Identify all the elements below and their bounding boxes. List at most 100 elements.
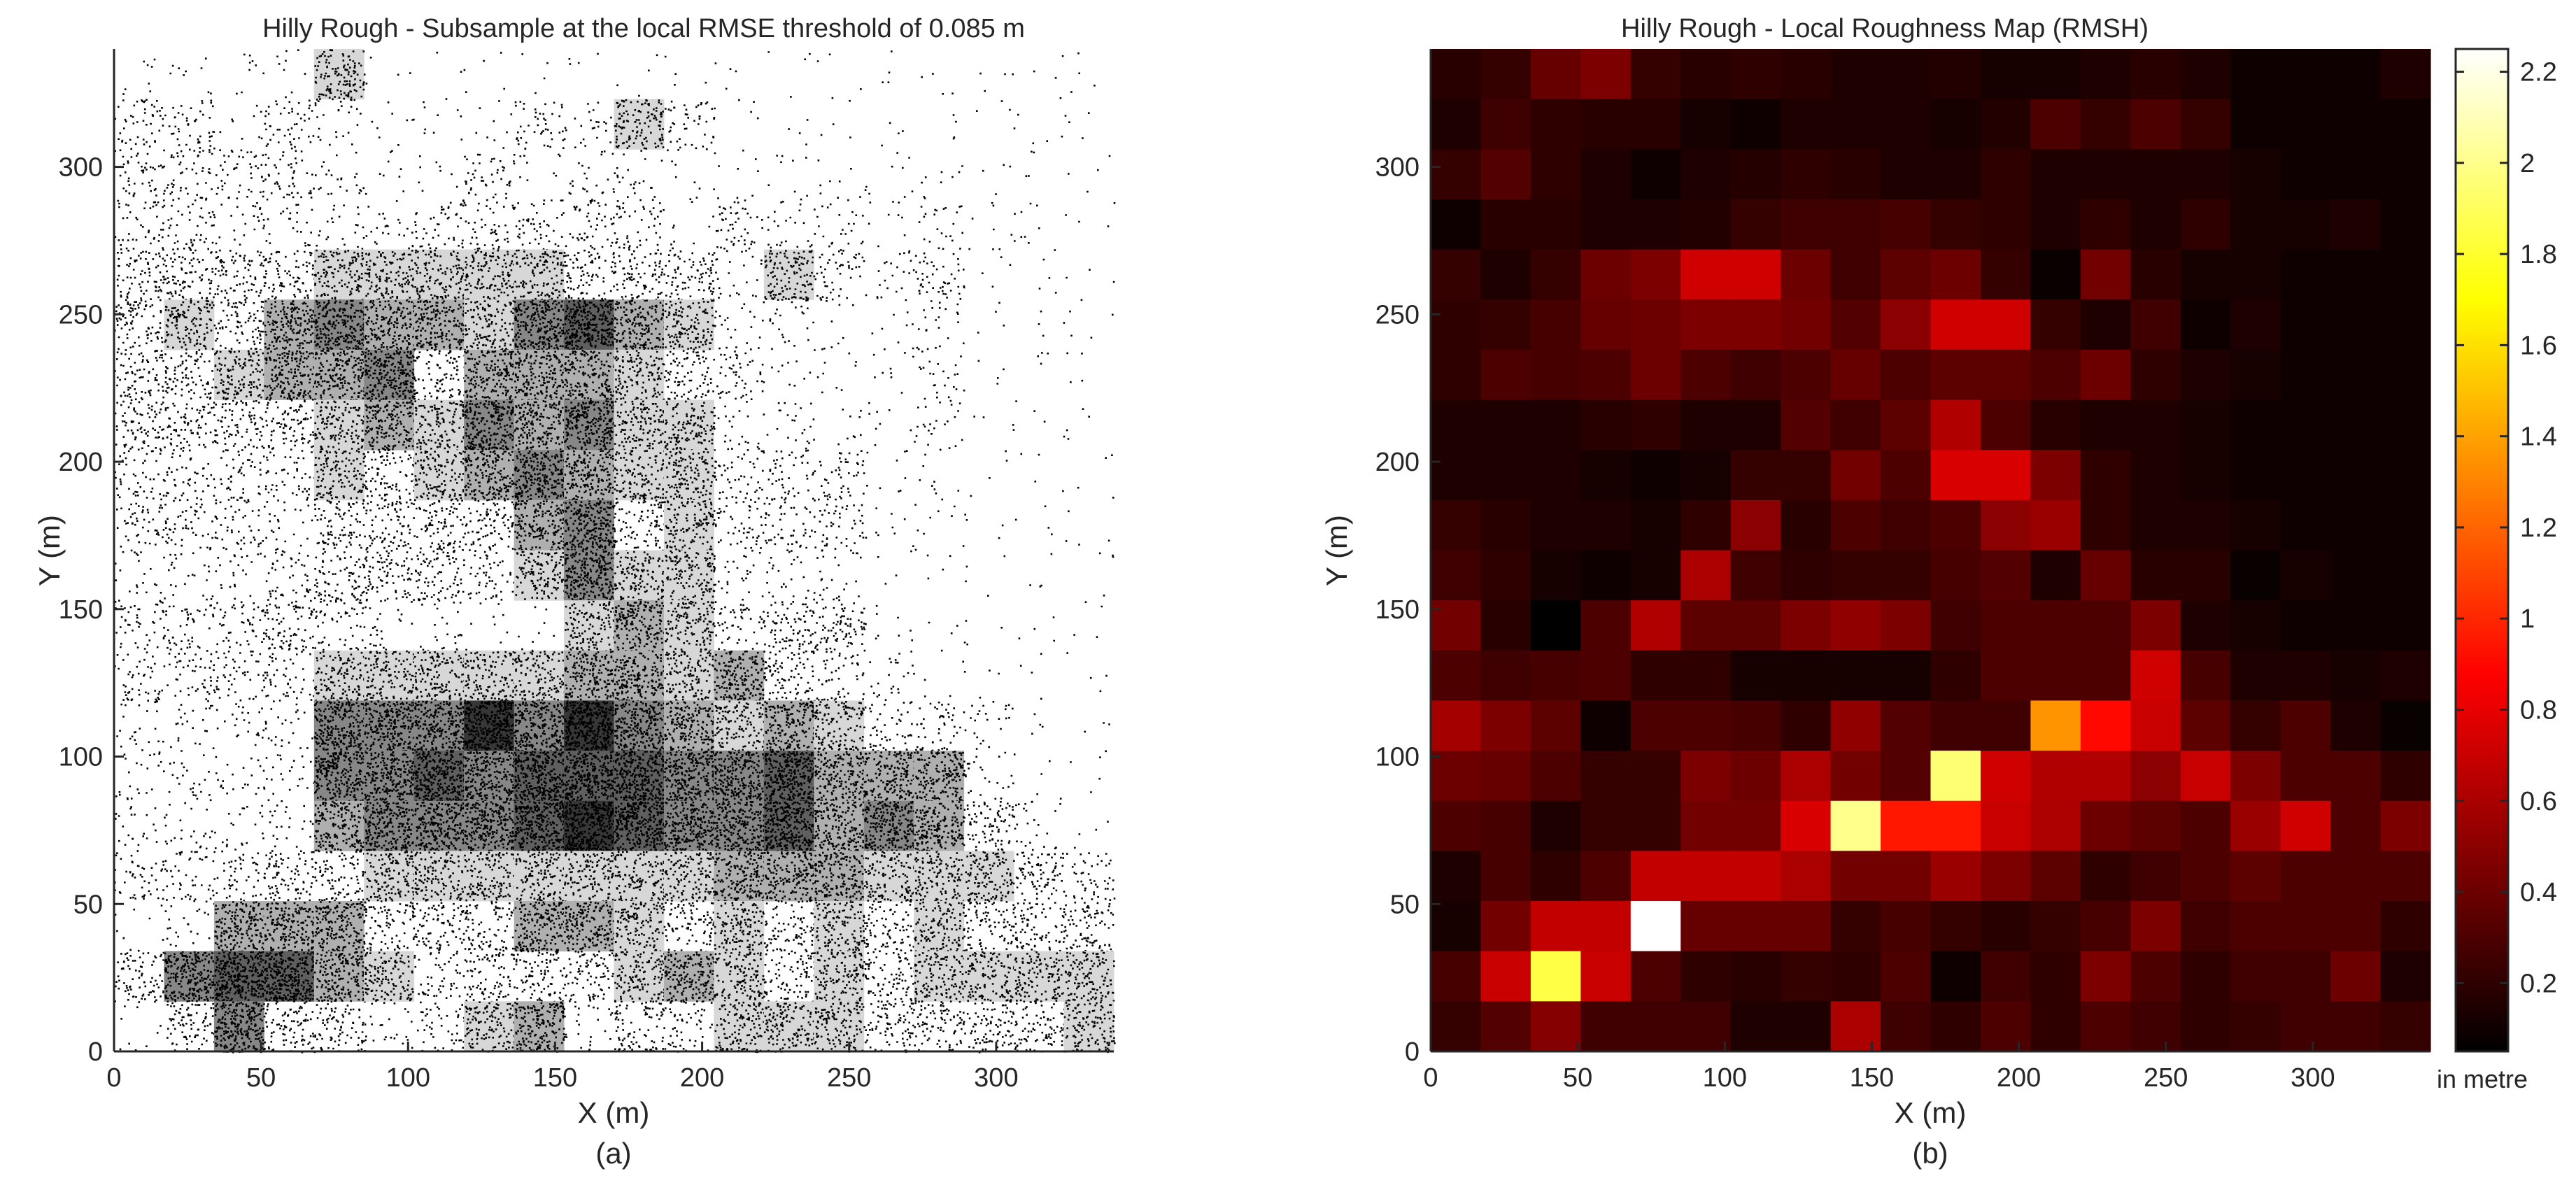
sample-points <box>114 904 164 952</box>
heatmap-cell <box>2130 299 2181 350</box>
heatmap-cell <box>2130 951 2181 1002</box>
heatmap-cell <box>2030 249 2081 300</box>
heatmap-cell <box>1530 600 1581 651</box>
heatmap-cell <box>1680 249 1732 300</box>
x-tick-label: 100 <box>1703 1063 1747 1093</box>
sample-points <box>1073 601 1103 638</box>
density-cell <box>213 901 264 952</box>
heatmap-cell <box>1830 199 1881 250</box>
sample-points <box>165 453 215 502</box>
heatmap-cell <box>1830 99 1881 150</box>
sample-points <box>714 450 765 501</box>
heatmap-cell <box>1530 199 1581 250</box>
heatmap-cell <box>1630 650 1681 702</box>
heatmap-cell <box>1980 951 2031 1002</box>
sample-points <box>814 250 865 301</box>
heatmap-cell <box>1730 800 1781 851</box>
sample-points <box>314 1003 366 1053</box>
sample-points <box>414 802 466 853</box>
heatmap-cell <box>1480 650 1531 702</box>
heatmap-cell <box>2180 1001 2231 1052</box>
sample-points <box>1019 653 1042 700</box>
heatmap-cell <box>1431 700 1482 751</box>
heatmap-cell <box>2030 499 2081 551</box>
sample-points <box>817 159 861 201</box>
sample-points <box>763 1002 816 1053</box>
heatmap-cell <box>2030 450 2081 501</box>
sample-points <box>364 951 416 1002</box>
heatmap-cell <box>2280 951 2331 1002</box>
sample-points <box>1031 713 1044 735</box>
sample-points <box>763 800 816 853</box>
heatmap-cell <box>1830 800 1881 851</box>
heatmap-cell <box>1830 751 1881 802</box>
heatmap-cell <box>1530 499 1581 551</box>
heatmap-cell <box>1530 99 1581 150</box>
heatmap-cell <box>1881 700 1932 751</box>
sample-points <box>264 651 316 702</box>
sample-points <box>219 104 263 140</box>
sample-points <box>664 1002 713 1053</box>
sample-points <box>814 851 866 903</box>
sample-points <box>114 852 165 900</box>
sample-points <box>265 550 316 602</box>
sample-points <box>1014 505 1053 536</box>
sample-points <box>963 620 1003 646</box>
sample-points <box>1015 851 1066 901</box>
heatmap-cell <box>1530 1001 1581 1052</box>
heatmap-cell <box>1830 851 1881 902</box>
sample-points <box>514 901 565 953</box>
sample-points <box>1098 552 1114 597</box>
heatmap-cell <box>1781 450 1832 501</box>
sample-points <box>1020 453 1064 492</box>
panel-b-y-label: Y (m) <box>1320 515 1353 586</box>
sample-points <box>364 901 416 951</box>
heatmap-cell <box>1881 399 1932 450</box>
sample-points <box>214 450 265 502</box>
heatmap-cell <box>1930 851 1981 902</box>
sample-points <box>464 901 515 952</box>
sample-points <box>475 100 513 149</box>
heatmap-cell <box>1781 700 1832 751</box>
heatmap-cell <box>1680 751 1732 802</box>
colorbar-tick-label: 0.2 <box>2520 969 2557 998</box>
heatmap-cell <box>1930 149 1981 200</box>
sample-points <box>264 99 315 150</box>
sample-points <box>864 901 916 953</box>
heatmap-cell <box>1830 700 1881 751</box>
sample-points <box>264 703 313 749</box>
heatmap-cell <box>2130 450 2181 501</box>
sample-points <box>413 700 466 753</box>
heatmap-cell <box>2380 249 2431 300</box>
heatmap-cell <box>1830 550 1881 601</box>
sample-points <box>1070 52 1096 93</box>
heatmap-cell <box>2280 550 2331 601</box>
heatmap-cell <box>1431 249 1482 300</box>
heatmap-cell <box>2330 299 2382 350</box>
heatmap-cell <box>2330 199 2382 250</box>
sample-points <box>921 73 954 95</box>
sample-points <box>816 651 865 702</box>
heatmap-cell <box>1680 399 1732 450</box>
sample-points <box>436 51 466 100</box>
heatmap-cell <box>1530 399 1581 450</box>
sample-points <box>314 651 366 702</box>
heatmap-cell <box>2230 399 2281 450</box>
sample-points <box>465 1001 516 1053</box>
heatmap-cell <box>2380 951 2431 1002</box>
heatmap-cell <box>1580 499 1632 551</box>
sample-points <box>564 651 616 702</box>
density-cell <box>614 99 665 150</box>
heatmap-cell <box>2330 99 2382 150</box>
heatmap-cell <box>1630 550 1681 601</box>
heatmap-cell <box>1630 600 1681 651</box>
sample-points <box>664 500 716 552</box>
sample-points <box>464 952 516 1003</box>
heatmap-cell <box>1930 751 1981 802</box>
sample-points <box>116 700 164 751</box>
heatmap-cell <box>1930 700 1981 751</box>
sample-points <box>1074 821 1109 849</box>
heatmap-cell <box>1881 299 1932 350</box>
sample-points <box>364 751 416 803</box>
sample-points <box>464 400 516 452</box>
